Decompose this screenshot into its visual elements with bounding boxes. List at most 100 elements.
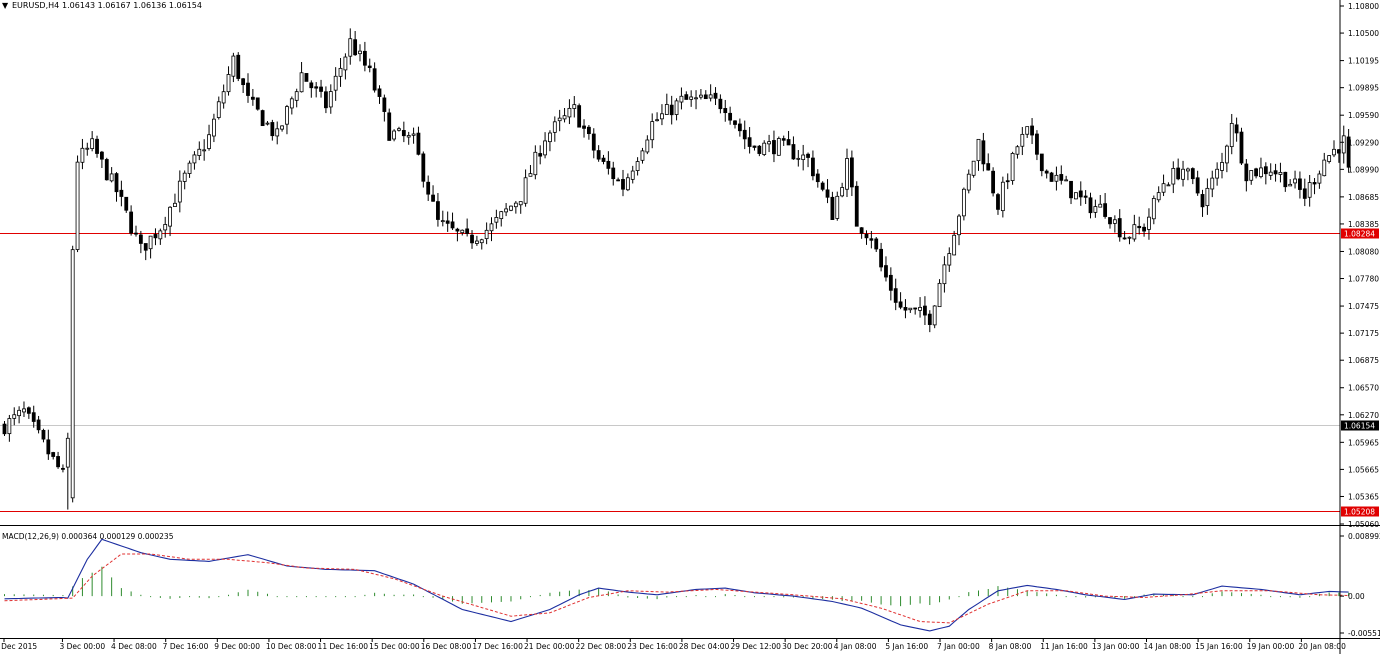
candle [961, 188, 966, 217]
time-tick-label: 30 Dec 20:00 [782, 642, 833, 651]
candle [202, 149, 207, 152]
price-tick-label: 1.06570 [1348, 384, 1379, 393]
candle [31, 412, 36, 422]
candle [840, 187, 845, 197]
candle [986, 163, 991, 171]
candle [440, 220, 445, 223]
time-tick-label: 15 Dec 00:00 [369, 642, 420, 651]
candle [1059, 174, 1064, 181]
candle [699, 94, 703, 98]
time-tick-label: 13 Jan 00:00 [1092, 642, 1140, 651]
candle [918, 306, 922, 311]
candle [879, 248, 883, 268]
time-tick-label: 29 Dec 12:00 [731, 642, 782, 651]
candle [212, 118, 216, 137]
candle [684, 94, 689, 100]
candle [499, 211, 504, 220]
candle [567, 107, 572, 118]
candle [655, 119, 659, 122]
header-arrow-icon[interactable]: ▼ [2, 1, 9, 10]
candle [1010, 153, 1015, 181]
candle [825, 189, 830, 198]
candle [353, 39, 358, 56]
candle [1298, 178, 1302, 190]
candle [645, 139, 650, 153]
candle [246, 82, 250, 96]
candle [562, 115, 567, 120]
candle [996, 194, 1000, 210]
candle [260, 110, 265, 127]
candle [236, 54, 241, 79]
candle [718, 98, 723, 110]
candle [1249, 170, 1254, 181]
candle [1190, 168, 1195, 180]
candle [455, 228, 460, 232]
candle [806, 153, 810, 158]
candle [660, 113, 664, 120]
candle [406, 135, 411, 138]
candle [362, 50, 367, 66]
time-tick-label: 9 Dec 00:00 [214, 642, 260, 651]
candle [1307, 182, 1312, 198]
candle [849, 157, 854, 188]
candle [265, 122, 270, 125]
candle [1332, 148, 1336, 156]
candle [1103, 203, 1108, 217]
price-tick-label: 1.08385 [1348, 220, 1379, 229]
candle [411, 133, 416, 136]
candle [830, 196, 835, 220]
hline-label: 1.08284 [1344, 230, 1375, 239]
time-tick-label: 21 Dec 00:00 [524, 642, 575, 651]
time-tick-label: 22 Dec 08:00 [576, 642, 627, 651]
candle [1205, 187, 1210, 207]
candle [401, 130, 406, 137]
candle [474, 240, 479, 244]
candle [104, 159, 109, 181]
candle [1322, 159, 1327, 177]
candle [270, 122, 275, 137]
macd-line [4, 538, 1349, 632]
candle [591, 133, 596, 151]
candle [767, 141, 771, 145]
candle [864, 233, 869, 239]
candle [552, 121, 557, 133]
candle [796, 157, 801, 160]
candle [250, 96, 255, 100]
candle [596, 150, 601, 160]
candle [46, 439, 51, 455]
candle [255, 97, 260, 110]
candle [981, 140, 986, 165]
candle [908, 307, 913, 311]
candle [762, 142, 767, 155]
candle [56, 456, 60, 468]
candle [1132, 224, 1137, 240]
candle [572, 104, 577, 109]
candle [703, 94, 708, 100]
candle [815, 173, 820, 183]
candle [241, 78, 246, 86]
candle [1268, 171, 1273, 176]
macd-tick-label: 0.008992 [1348, 532, 1380, 541]
candle [1273, 170, 1278, 175]
time-tick-label: 10 Dec 08:00 [266, 642, 317, 651]
candle [835, 195, 840, 219]
candle [557, 117, 562, 122]
candle [1151, 198, 1156, 220]
candle [669, 104, 674, 116]
candle [708, 94, 713, 99]
candle [737, 123, 742, 132]
candle [387, 112, 392, 141]
candle [1327, 155, 1332, 162]
candle [1147, 216, 1151, 230]
time-tick-label: 11 Dec 16:00 [318, 642, 369, 651]
candle [1137, 225, 1142, 229]
candle [820, 182, 825, 190]
candle [582, 125, 586, 129]
candle [61, 467, 65, 470]
candle [845, 158, 849, 190]
candle [207, 134, 211, 149]
candle [518, 201, 523, 206]
candle [1166, 184, 1171, 187]
